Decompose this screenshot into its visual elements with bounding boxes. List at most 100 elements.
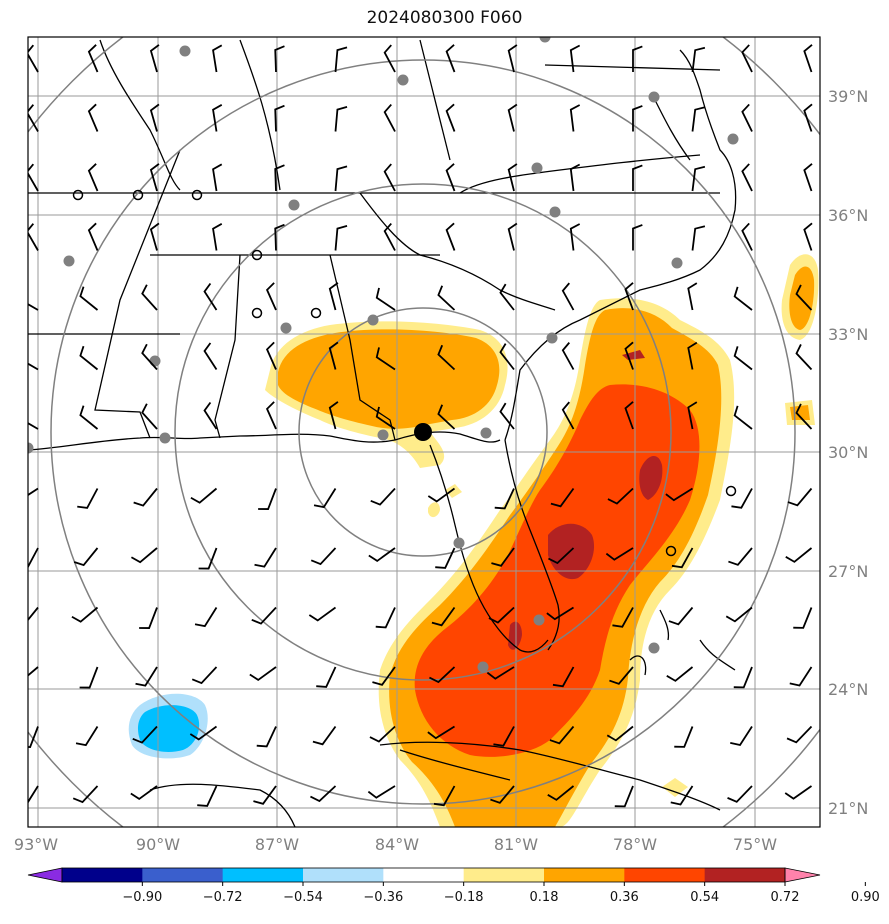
wind-barb [665,487,693,502]
wind-barb [691,225,706,251]
wind-barb [561,282,575,311]
wind-barb [491,547,515,567]
wind-barb [668,606,694,626]
wind-barb [607,487,634,505]
colorbar-segment [624,868,706,882]
wind-barb [254,547,277,568]
lat-label: 30°N [828,443,868,462]
lat-lon-grid [28,37,820,827]
wind-barb [265,282,277,311]
colorbar-segment [142,868,224,882]
lat-label: 27°N [828,562,868,581]
wind-barb [334,165,348,192]
wind-barb [383,163,396,192]
wind-barb [691,46,706,73]
wind-barb [632,164,643,191]
wind-barb [149,222,160,251]
wind-barb [87,222,99,251]
wind-barb [561,342,575,370]
wind-barb [312,725,337,746]
colorbar-segment [544,868,625,882]
wind-barb [785,547,813,563]
wind-barb [310,547,337,566]
wind-barb [149,163,160,192]
wind-barb [313,488,337,509]
wind-barb [372,666,396,686]
wind-barb [507,44,518,73]
center-marker [414,423,432,441]
positive-anomaly-field [265,254,819,827]
lat-label: 21°N [828,799,868,818]
wind-barb [72,785,99,804]
wind-barb [569,223,581,251]
wind-barb [549,725,575,745]
wind-barb [427,487,456,503]
wind-barb [253,785,277,805]
wind-barb [632,105,643,132]
wind-barb [334,46,348,73]
wind-barb [733,405,753,430]
wind-barb [328,401,339,430]
wind-barb [28,726,39,748]
wind-barb [375,406,396,430]
wind-barb [28,104,39,132]
wind-barb [316,666,337,688]
wind-barb [130,785,158,801]
wind-barb [605,547,634,561]
colorbar-tick-label: −0.18 [444,890,484,905]
wind-barb [383,222,396,251]
wind-barb [212,163,223,192]
wind-barb [274,223,285,251]
wind-barb [383,44,396,73]
wind-barb [632,224,643,251]
colorbar-tick-label: 0.72 [771,890,800,905]
wind-barb [490,785,515,804]
wind-barb [79,345,99,371]
lon-label: 78°W [613,835,657,854]
wind-barb [803,163,813,192]
wind-barb [87,103,99,132]
wind-barb [431,606,456,627]
wind-barb [561,401,575,430]
wind-barb [28,785,39,804]
contour-yellow-small [662,778,688,797]
wind-barb [198,547,218,570]
colorbar-tick-label: −0.72 [203,890,243,905]
colorbar: −0.90 −0.72 −0.54 −0.36 −0.18 0.18 0.36 0.54 0.7… [27,867,880,905]
wind-barb [28,547,39,569]
wind-barb [73,547,99,567]
lon-label: 90°W [136,835,180,854]
wind-barb [310,785,337,803]
wind-barb [375,287,396,311]
wind-barb [795,403,813,430]
colorbar-segment [463,868,545,882]
colorbar-segment [62,868,143,882]
wind-barb [194,607,218,628]
wind-barb [499,343,515,371]
wind-barb [265,401,277,430]
wind-barb [445,103,456,132]
map-title: 2024080300 F060 [366,8,523,28]
wind-barb [367,785,396,799]
wind-barb [488,606,515,624]
lat-label: 24°N [828,680,868,699]
wind-barb [494,488,515,510]
wind-barb [795,344,813,371]
wind-barb [730,726,753,746]
wind-barb [139,607,158,629]
wind-barb [334,105,348,132]
wind-barb [624,282,634,311]
wind-barb [28,223,39,251]
wind-barb [666,666,694,682]
lat-label: 39°N [828,87,868,106]
wind-barb [725,606,753,623]
wind-barb [141,403,158,430]
colorbar-tick-label: 0.18 [530,890,559,905]
wind-barb [189,725,218,741]
wind-barb [741,222,753,251]
wind-barb [71,606,99,623]
wind-barb [727,785,753,803]
contour-yellow-gulf-small [428,502,440,518]
